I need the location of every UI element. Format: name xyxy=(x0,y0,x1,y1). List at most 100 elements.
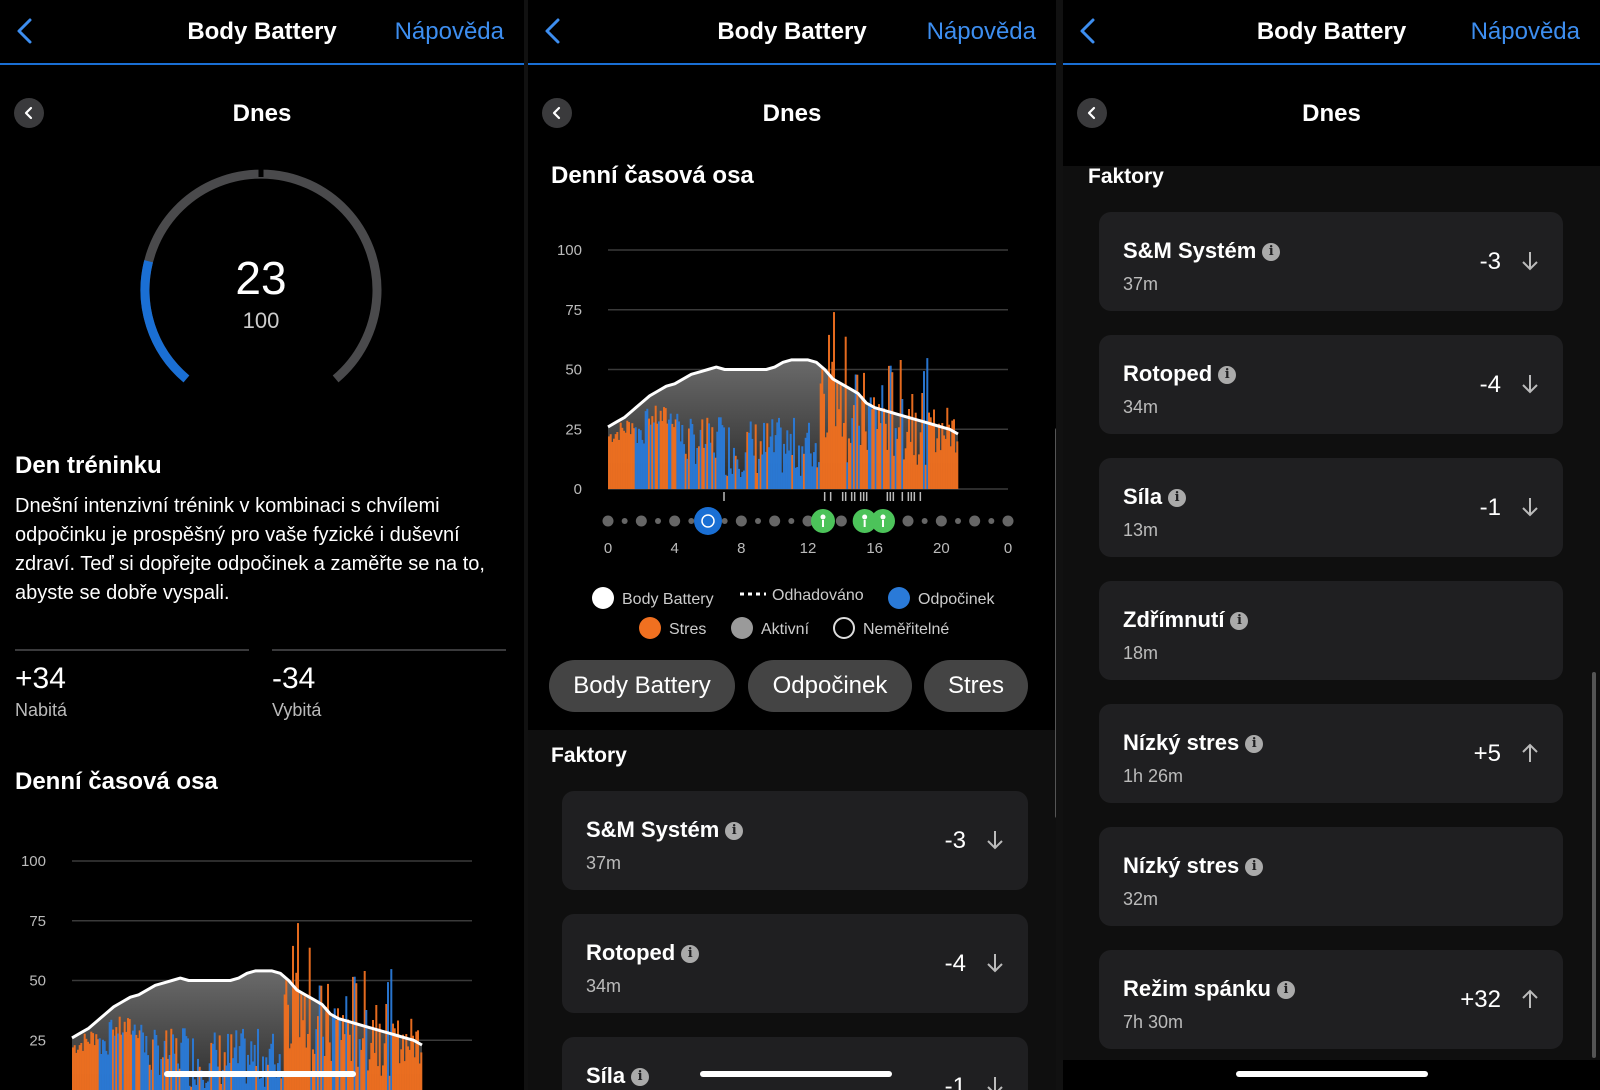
panel-timeline: Body Battery Nápověda Dnes Denní časová … xyxy=(528,0,1059,1090)
stress-bar xyxy=(397,1020,399,1090)
stress-bar xyxy=(663,407,665,489)
stress-bar xyxy=(899,360,902,489)
back-arrow-icon[interactable] xyxy=(538,14,568,48)
date-navigator: Dnes xyxy=(1063,96,1600,136)
stress-bar xyxy=(929,417,932,489)
stress-bar xyxy=(225,1065,228,1090)
timeline-dot xyxy=(955,518,961,524)
stress-bar xyxy=(290,1043,293,1090)
stress-bar xyxy=(355,983,358,1090)
y-tick-label: 0 xyxy=(574,481,582,498)
info-icon[interactable]: i xyxy=(1262,243,1281,261)
stress-bar xyxy=(325,1006,328,1090)
stress-bar xyxy=(352,976,354,1090)
back-arrow-icon[interactable] xyxy=(10,14,40,48)
timeline-chart[interactable]: 100 75 50 25 0 0 4 8 12 16 20 0 xyxy=(528,235,1028,565)
help-link[interactable]: Nápověda xyxy=(1470,18,1580,45)
timeline-dot xyxy=(655,518,661,524)
stress-bar xyxy=(829,375,832,489)
factor-duration: 18m xyxy=(1123,643,1159,663)
stress-bar xyxy=(676,413,679,489)
stress-bar xyxy=(72,1047,74,1090)
x-tick-label: 0 xyxy=(604,540,612,557)
info-icon[interactable]: i xyxy=(631,1068,650,1086)
filter-body-battery[interactable]: Body Battery xyxy=(549,660,735,712)
stress-bar xyxy=(83,1033,86,1090)
stress-bar xyxy=(305,1047,308,1090)
drained-label: Vybitá xyxy=(272,700,322,720)
filter-stress[interactable]: Stres xyxy=(924,660,1028,712)
back-arrow-icon[interactable] xyxy=(1073,14,1103,48)
stress-bar xyxy=(689,418,692,489)
stress-bar xyxy=(130,1034,133,1090)
factor-name: Síla i xyxy=(1123,484,1187,510)
help-link[interactable]: Nápověda xyxy=(926,18,1036,45)
factor-card[interactable]: S&M Systém i 37m -3 xyxy=(1099,212,1563,311)
info-icon[interactable]: i xyxy=(725,822,744,840)
factor-card[interactable]: Režim spánku i 7h 30m +32 xyxy=(1099,950,1563,1049)
info-icon[interactable]: i xyxy=(681,945,700,963)
stress-bar xyxy=(749,421,752,489)
stress-bar xyxy=(908,409,910,489)
filter-rest[interactable]: Odpočinek xyxy=(748,660,912,712)
stress-bar xyxy=(377,1066,379,1090)
stress-bar xyxy=(716,431,719,489)
stress-bar xyxy=(357,1066,359,1090)
previous-day-button[interactable] xyxy=(14,98,44,128)
stress-bar xyxy=(318,985,321,1090)
info-icon[interactable]: i xyxy=(1218,366,1237,384)
factor-card[interactable]: Nízký stres i 32m xyxy=(1099,827,1563,926)
stress-bar xyxy=(651,416,654,489)
y-tick-label: 100 xyxy=(21,853,46,870)
stress-bar xyxy=(143,1052,146,1090)
info-icon[interactable]: i xyxy=(1168,489,1187,507)
stress-bar xyxy=(866,449,869,489)
stress-bar xyxy=(383,1043,386,1090)
info-icon[interactable]: i xyxy=(1230,612,1249,630)
info-icon[interactable]: i xyxy=(1276,981,1295,999)
stress-bar xyxy=(120,1034,123,1090)
stress-bar xyxy=(718,417,720,489)
factor-card[interactable]: S&M Systém i 37m -3 xyxy=(562,791,1028,890)
stress-bar xyxy=(420,1052,423,1090)
stress-bar xyxy=(864,431,867,489)
stress-bar xyxy=(731,473,734,489)
previous-day-button[interactable] xyxy=(542,98,572,128)
factor-card[interactable]: Rotoped i 34m -4 xyxy=(562,914,1028,1013)
info-icon[interactable]: i xyxy=(1245,735,1264,753)
stress-bar xyxy=(292,945,294,1090)
factor-card[interactable]: Nízký stres i 1h 26m +5 xyxy=(1099,704,1563,803)
x-tick-label: 0 xyxy=(1004,540,1012,557)
help-link[interactable]: Nápověda xyxy=(394,18,504,45)
stress-bar xyxy=(658,421,660,489)
stress-bar xyxy=(288,1048,291,1090)
chevron-left-icon xyxy=(24,106,33,120)
stress-bar xyxy=(649,424,652,489)
stress-bar xyxy=(400,1049,403,1090)
stress-bar xyxy=(342,1015,344,1090)
stress-bar xyxy=(182,1028,184,1090)
stress-bar xyxy=(337,1008,339,1090)
factor-card[interactable]: Rotoped i 34m -4 xyxy=(1099,335,1563,434)
previous-day-button[interactable] xyxy=(1077,98,1107,128)
stress-bar xyxy=(859,445,862,489)
stress-bar xyxy=(764,451,767,489)
info-icon[interactable]: i xyxy=(1245,858,1264,876)
stress-bar xyxy=(659,410,662,489)
stress-bar xyxy=(142,1032,144,1090)
factor-card[interactable]: Zdřímnutí i 18m xyxy=(1099,581,1563,680)
stress-bar xyxy=(258,1078,261,1090)
stress-bar xyxy=(260,1078,263,1090)
stress-bar xyxy=(759,441,762,489)
stress-bar xyxy=(230,1034,233,1090)
stress-bar xyxy=(763,422,765,489)
stress-bar xyxy=(165,1030,168,1090)
stress-bar xyxy=(378,1023,381,1090)
scrollbar[interactable] xyxy=(1592,672,1596,1058)
stress-bar xyxy=(95,1034,98,1090)
legend-body-battery: Body Battery xyxy=(592,587,714,609)
stress-bar xyxy=(300,994,303,1090)
